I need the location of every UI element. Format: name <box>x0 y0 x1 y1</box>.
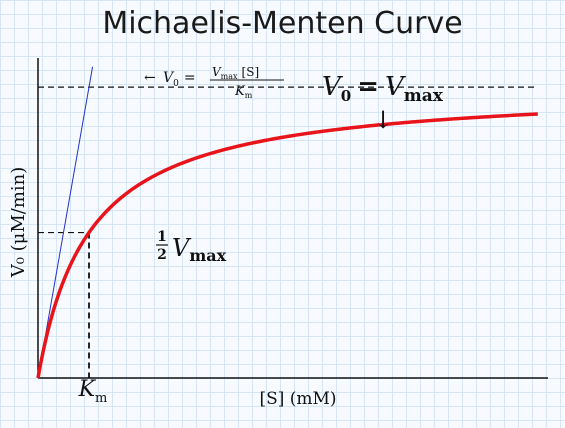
y-axis-label: V₀ (μM/min) <box>8 167 29 279</box>
slope-denominator: Km <box>234 84 253 100</box>
half-vmax-label: 1 2 Vmax <box>156 229 227 265</box>
initial-slope-line <box>37 66 94 379</box>
michaelis-menten-curve <box>36 112 538 379</box>
slope-formula-label: ← V0 = Vmax [S] Km <box>144 65 284 100</box>
half-vmax-text: Vmax <box>172 234 227 265</box>
slope-arrow: ← <box>144 70 156 86</box>
half-numerator: 1 <box>157 229 167 245</box>
vmax-arrow: ↓ <box>373 106 393 134</box>
x-axis-label: [S] (mM) <box>259 389 336 409</box>
slope-lhs: V0 = <box>163 70 196 89</box>
km-tick-label: Km <box>78 377 108 406</box>
vmax-label: V0 = Vmax <box>322 72 444 106</box>
slope-numerator: Vmax [S] <box>212 65 259 81</box>
chart-title: Michaelis-Menten Curve <box>102 6 463 41</box>
half-denominator: 2 <box>157 247 167 263</box>
